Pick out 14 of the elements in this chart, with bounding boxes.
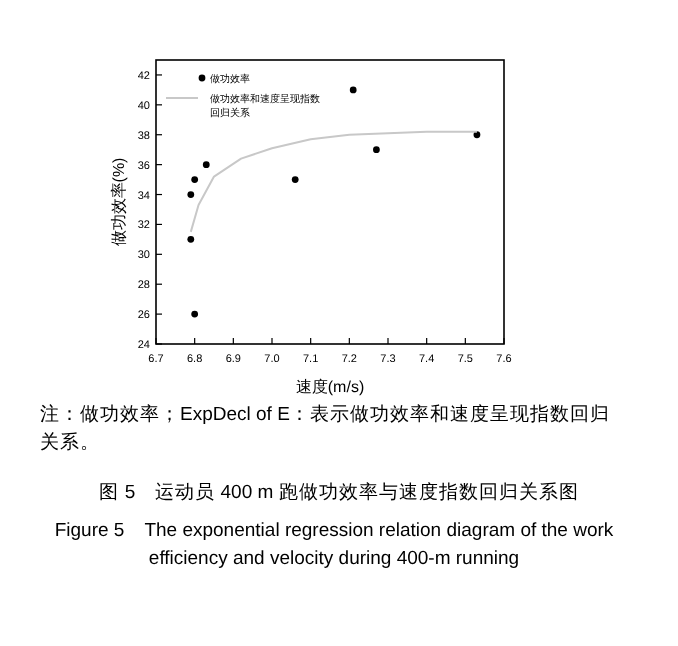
text: 图 5 运动员 400 m 跑做功效率与速度指数回归关系图 — [97, 480, 581, 506]
point — [187, 235, 195, 243]
point — [349, 86, 357, 94]
point — [291, 176, 299, 183]
y-axis-title: 做功效率(%) — [110, 156, 128, 247]
point — [202, 161, 210, 169]
point — [373, 146, 380, 154]
point — [187, 191, 195, 198]
text: 注：做功效率；ExpDecl of E：表示做功效率和速度呈现指数回归关系。 — [40, 402, 612, 458]
point — [191, 176, 199, 183]
x-axis-title: 速度(m/s) — [295, 378, 365, 396]
line-series — [189, 130, 478, 233]
text: Figure 5 The exponential regression relation diagram of the work efficiency and velocity during 400-m running — [52, 518, 616, 574]
point — [191, 310, 199, 318]
